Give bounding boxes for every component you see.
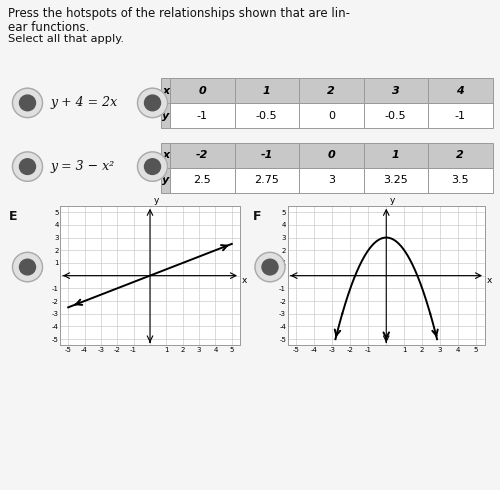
- Text: y: y: [390, 196, 395, 204]
- Text: E: E: [9, 210, 18, 223]
- Text: x: x: [242, 276, 247, 285]
- Text: ear functions.: ear functions.: [8, 21, 89, 34]
- Text: x: x: [487, 276, 492, 285]
- Text: y + 4 = 2x: y + 4 = 2x: [50, 97, 117, 109]
- Text: Press the hotspots of the relationships shown that are lin-: Press the hotspots of the relationships …: [8, 7, 349, 21]
- Text: F: F: [252, 210, 261, 223]
- Text: Select all that apply.: Select all that apply.: [8, 34, 123, 44]
- Text: y: y: [154, 196, 158, 204]
- Text: y = 3 − x²: y = 3 − x²: [50, 160, 114, 173]
